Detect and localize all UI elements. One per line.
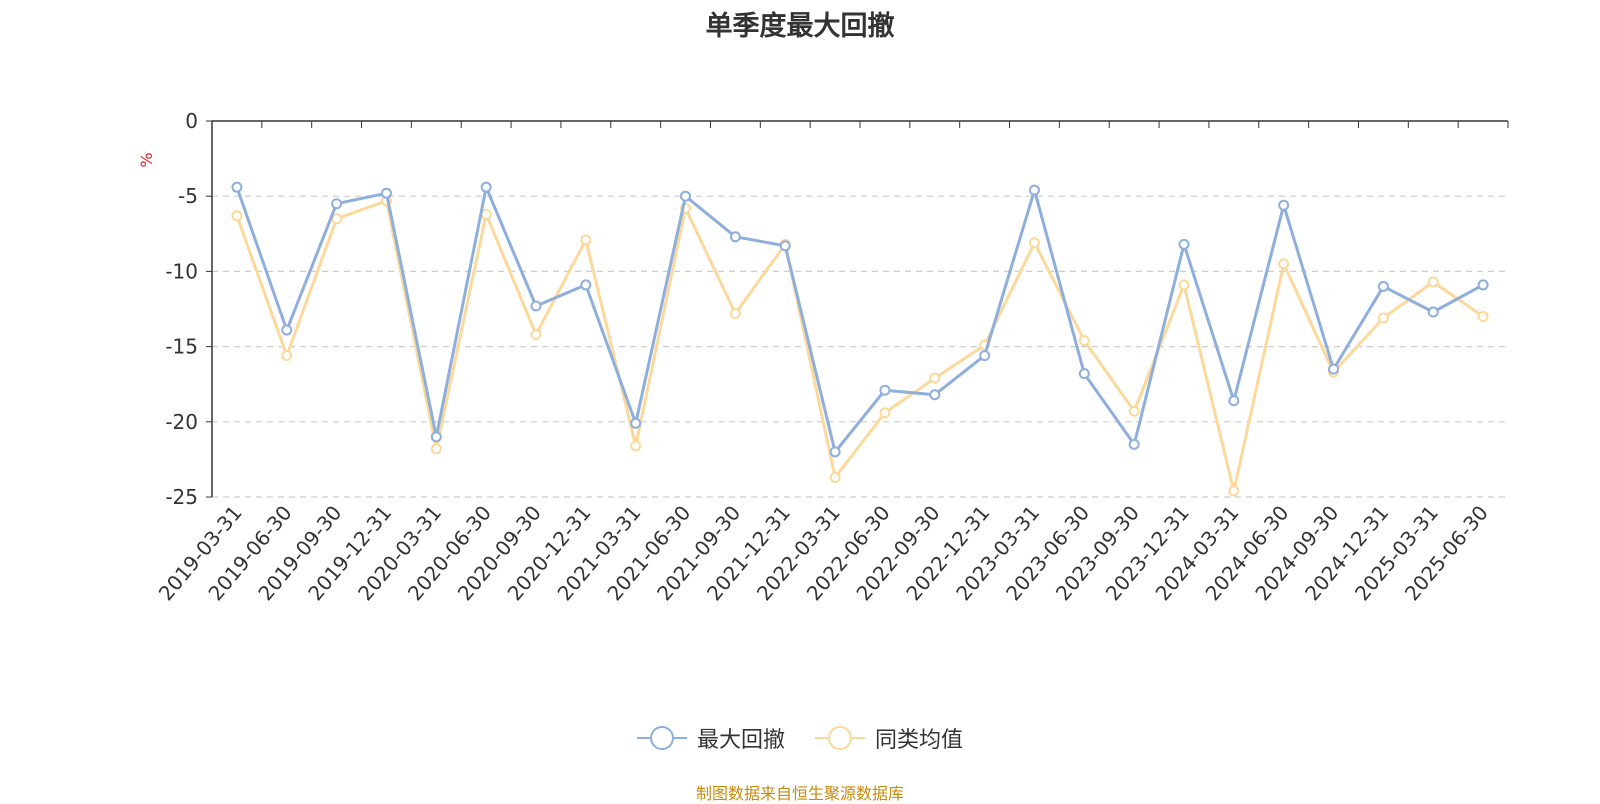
data-point (1427, 306, 1439, 318)
legend-line-circle-icon (636, 726, 687, 750)
data-point (979, 350, 991, 362)
data-point (729, 231, 741, 243)
data-point (281, 324, 293, 336)
legend-line-circle-icon (815, 726, 865, 750)
data-point (1078, 368, 1090, 380)
data-point (1427, 276, 1439, 288)
data-point (580, 279, 592, 291)
data-point (430, 431, 442, 443)
data-point (1178, 279, 1190, 291)
grid-lines (212, 195, 1508, 498)
y-tick-label: -5 (178, 184, 198, 208)
data-point (1078, 335, 1090, 347)
data-point (231, 210, 243, 222)
data-point (779, 240, 791, 252)
data-point (630, 440, 642, 452)
data-point (1278, 258, 1290, 270)
legend-label: 最大回撤 (696, 728, 785, 753)
data-point (1377, 280, 1389, 292)
series-line-1 (235, 199, 1484, 493)
data-point (281, 350, 293, 362)
data-point (530, 300, 542, 312)
legend: 最大回撤 同类均值 (0, 722, 1600, 754)
data-point (1128, 405, 1140, 417)
data-point (580, 234, 592, 246)
data-point (1477, 279, 1489, 291)
data-point (1328, 363, 1340, 375)
y-tick-label: -25 (165, 485, 198, 509)
data-point (829, 446, 841, 458)
data-point (879, 384, 891, 396)
data-point (480, 181, 492, 193)
data-point (1028, 184, 1040, 196)
legend-label: 同类均值 (875, 728, 964, 753)
data-point (380, 187, 392, 199)
data-point (530, 329, 542, 341)
data-point (630, 417, 642, 429)
data-point (331, 198, 343, 210)
legend-item-max-drawdown[interactable]: 最大回撤 (636, 722, 785, 754)
data-point (929, 372, 941, 384)
data-point (1377, 312, 1389, 324)
data-point (231, 181, 243, 193)
y-tick-label: -20 (165, 410, 198, 434)
y-axis-label: % (137, 152, 156, 167)
chart-title: 单季度最大回撤 (705, 11, 895, 42)
data-point (929, 389, 941, 401)
data-point (1228, 395, 1240, 407)
data-point (1278, 199, 1290, 211)
data-point (430, 443, 442, 455)
data-point (480, 208, 492, 220)
data-point (1028, 237, 1040, 249)
data-point (1128, 438, 1140, 450)
data-point (879, 407, 891, 419)
series-lines (231, 181, 1489, 497)
data-point (680, 190, 692, 202)
data-point (829, 471, 841, 483)
y-tick-label: -10 (165, 259, 198, 283)
y-tick-label: 0 (185, 109, 198, 133)
y-tick-label: -15 (165, 335, 198, 359)
data-point (729, 308, 741, 320)
data-point (1228, 485, 1240, 497)
data-point (1477, 311, 1489, 323)
series-line-0 (235, 185, 1484, 454)
source-note: 制图数据来自恒生聚源数据库 (695, 784, 904, 803)
legend-item-peer-average[interactable]: 同类均值 (815, 722, 963, 754)
axes: 0-5-10-15-20-252019-03-312019-06-302019-… (154, 109, 1509, 605)
data-point (1178, 238, 1190, 250)
